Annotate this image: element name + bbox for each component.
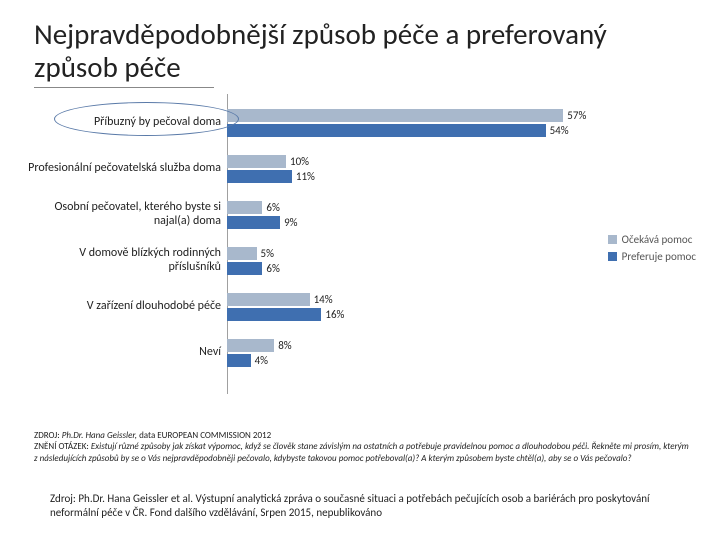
category-label: Osobní pečovatel, kterého byste si najal… <box>24 201 227 229</box>
chart-row: Příbuzný by pečoval doma57%54% <box>24 100 686 146</box>
value-label: 11% <box>296 170 315 183</box>
value-label: 8% <box>278 339 291 352</box>
bar <box>227 262 262 275</box>
value-label: 16% <box>325 308 344 321</box>
bar <box>227 170 292 183</box>
value-label: 6% <box>266 262 279 275</box>
slide-title: Nejpravděpodobnější způsob péče a prefer… <box>34 18 686 85</box>
bar <box>227 339 274 352</box>
legend-swatch <box>608 252 617 261</box>
value-label: 10% <box>290 155 309 168</box>
legend-label: Preferuje pomoc <box>622 250 696 263</box>
chart-row: Profesionální pečovatelská služba doma10… <box>24 146 686 192</box>
value-label: 54% <box>550 124 569 137</box>
legend-label: Očekává pomoc <box>622 233 693 246</box>
bar-group: 10% <box>227 155 686 168</box>
bar-pair: 14%16% <box>227 284 686 330</box>
value-label: 4% <box>255 354 268 367</box>
bar <box>227 155 286 168</box>
bar-group: 11% <box>227 170 686 183</box>
bar <box>227 354 251 367</box>
value-label: 57% <box>567 109 586 122</box>
bar-group: 16% <box>227 308 686 321</box>
bar-pair: 57%54% <box>227 100 686 146</box>
bar-pair: 8% 4% <box>227 330 686 376</box>
chart-row: Osobní pečovatel, kterého byste si najal… <box>24 192 686 238</box>
bar-group: 9% <box>227 216 686 229</box>
bar <box>227 308 321 321</box>
bar-group: 4% <box>227 354 686 367</box>
value-label: 9% <box>284 216 297 229</box>
bar-group: 57% <box>227 109 686 122</box>
bar-pair: 10%11% <box>227 146 686 192</box>
value-label: 14% <box>314 293 333 306</box>
chart-row: V zařízení dlouhodobé péče14%16% <box>24 284 686 330</box>
source-footnote-2: Zdroj: Ph.Dr. Hana Geissler et al. Výstu… <box>50 492 684 520</box>
bar <box>227 124 546 137</box>
value-label: 6% <box>266 201 279 214</box>
chart-legend: Očekává pomoc Preferuje pomoc <box>608 229 696 267</box>
care-bar-chart: Příbuzný by pečoval doma57%54%Profesioná… <box>24 94 686 394</box>
value-label: 5% <box>261 247 274 260</box>
legend-swatch <box>608 235 617 244</box>
legend-item: Preferuje pomoc <box>608 250 696 263</box>
legend-item: Očekává pomoc <box>608 233 696 246</box>
bar <box>227 216 280 229</box>
category-label: Profesionální pečovatelská služba doma <box>24 162 227 176</box>
bar-group: 54% <box>227 124 686 137</box>
category-label: Neví <box>24 346 227 360</box>
category-label: Příbuzný by pečoval doma <box>24 116 227 130</box>
source-footnote-1: ZDROJ: Ph.Dr. Hana Geissler, data EUROPE… <box>34 430 692 464</box>
bar-group: 14% <box>227 293 686 306</box>
chart-row: V domově blízkých rodinných příslušníků 5… <box>24 238 686 284</box>
bar <box>227 293 310 306</box>
category-label: V zařízení dlouhodobé péče <box>24 300 227 314</box>
bar-group: 8% <box>227 339 686 352</box>
bar-group: 6% <box>227 201 686 214</box>
bar <box>227 201 262 214</box>
bar <box>227 109 563 122</box>
category-label: V domově blízkých rodinných příslušníků <box>24 247 227 275</box>
bar <box>227 247 257 260</box>
chart-row: Neví 8% 4% <box>24 330 686 376</box>
title-underline <box>34 87 214 88</box>
